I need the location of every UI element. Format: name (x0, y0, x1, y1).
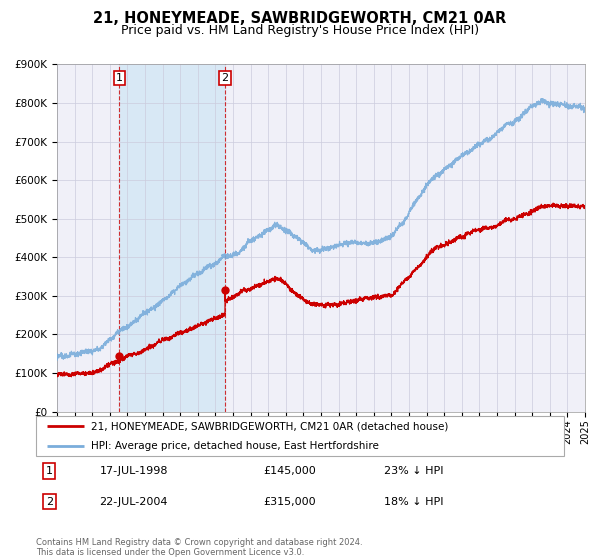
Text: 2: 2 (46, 497, 53, 507)
Text: 21, HONEYMEADE, SAWBRIDGEWORTH, CM21 0AR: 21, HONEYMEADE, SAWBRIDGEWORTH, CM21 0AR (94, 11, 506, 26)
Text: 1: 1 (46, 466, 53, 476)
Text: 21, HONEYMEADE, SAWBRIDGEWORTH, CM21 0AR (detached house): 21, HONEYMEADE, SAWBRIDGEWORTH, CM21 0AR… (91, 421, 449, 431)
Text: 18% ↓ HPI: 18% ↓ HPI (385, 497, 444, 507)
Text: £145,000: £145,000 (263, 466, 316, 476)
Bar (119, 64, 225, 412)
Text: £315,000: £315,000 (263, 497, 316, 507)
Text: HPI: Average price, detached house, East Hertfordshire: HPI: Average price, detached house, East… (91, 441, 379, 451)
Text: 2: 2 (221, 73, 229, 83)
Text: 22-JUL-2004: 22-JUL-2004 (100, 497, 168, 507)
Text: Contains HM Land Registry data © Crown copyright and database right 2024.
This d: Contains HM Land Registry data © Crown c… (36, 538, 362, 557)
FancyBboxPatch shape (36, 416, 564, 456)
Text: Price paid vs. HM Land Registry's House Price Index (HPI): Price paid vs. HM Land Registry's House … (121, 24, 479, 36)
Text: 17-JUL-1998: 17-JUL-1998 (100, 466, 168, 476)
Text: 1: 1 (116, 73, 123, 83)
Text: 23% ↓ HPI: 23% ↓ HPI (385, 466, 444, 476)
